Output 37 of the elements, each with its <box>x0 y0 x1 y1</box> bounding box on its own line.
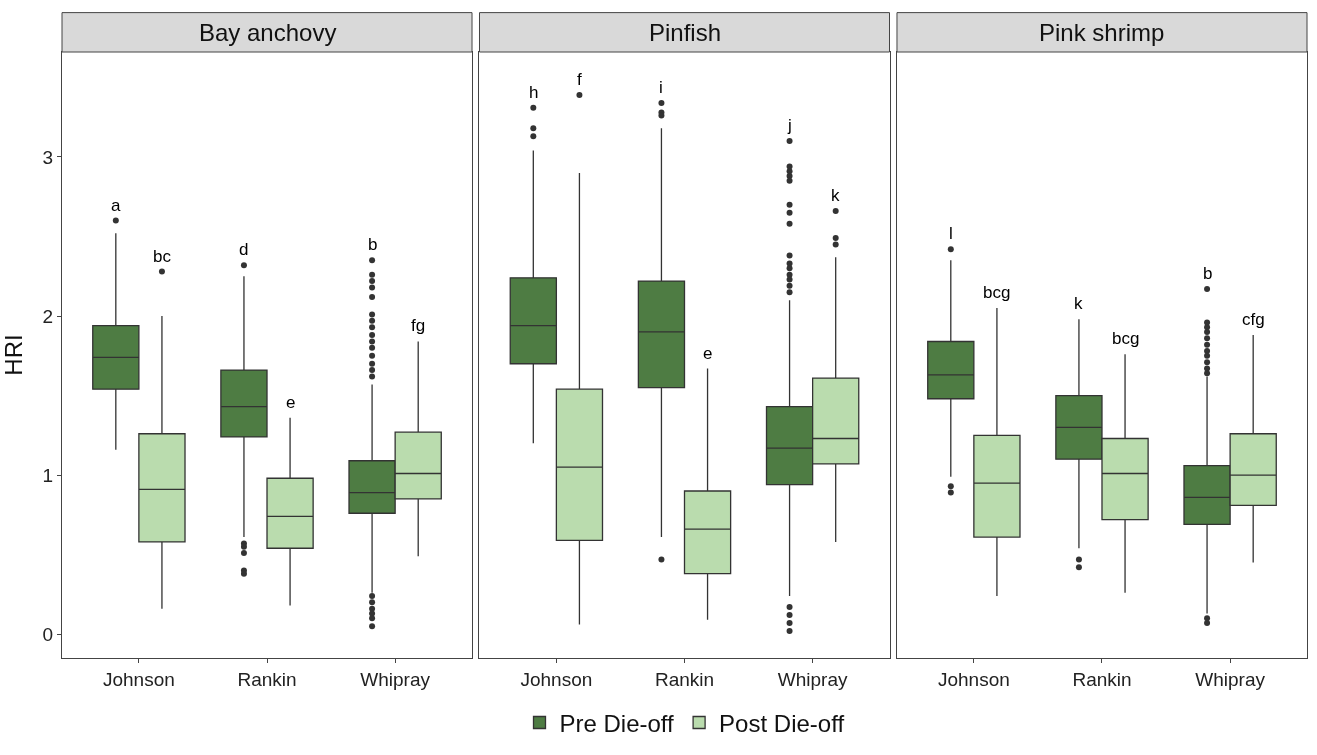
x-tick-label: Whipray <box>1195 668 1266 690</box>
annotation: bc <box>153 247 172 266</box>
x-tick-label: Johnson <box>937 668 1010 690</box>
annotation: k <box>831 186 840 205</box>
annotation: b <box>1203 264 1213 283</box>
chart-title: Pink shrimp <box>1039 19 1165 46</box>
annotation: fg <box>411 316 426 335</box>
y-tick-label: 1 <box>42 464 54 486</box>
x-tick-label: Johnson <box>102 668 175 690</box>
y-tick-label: 0 <box>42 623 54 645</box>
x-tick-label: Rankin <box>237 668 297 690</box>
chart-title: Pinfish <box>649 19 722 46</box>
annotation: bcg <box>1112 329 1140 348</box>
legend-label: Pre Die-off <box>559 709 675 737</box>
y-tick-label: 2 <box>42 305 54 327</box>
annotation: l <box>949 224 953 243</box>
y-axis-title: HRI <box>0 334 27 376</box>
annotation: h <box>529 83 539 102</box>
x-tick-label: Rankin <box>654 668 715 690</box>
annotation: d <box>239 240 249 259</box>
annotation: e <box>703 344 713 363</box>
x-tick-label: Whipray <box>777 668 848 690</box>
chart-title: Bay anchovy <box>199 19 337 46</box>
annotation: j <box>787 116 792 135</box>
x-tick-label: Whipray <box>360 668 431 690</box>
annotation: f <box>577 70 582 89</box>
annotation: i <box>659 78 663 97</box>
x-tick-label: Johnson <box>520 668 593 690</box>
annotation: bcg <box>983 283 1011 302</box>
annotation: cfg <box>1242 310 1265 329</box>
y-tick-label: 3 <box>42 146 54 168</box>
x-tick-label: Rankin <box>1072 668 1132 690</box>
legend-label: Post Die-off <box>719 709 845 737</box>
annotation: k <box>1074 294 1083 313</box>
annotation: e <box>286 393 296 412</box>
annotation: b <box>368 235 378 254</box>
annotation: a <box>111 196 121 215</box>
